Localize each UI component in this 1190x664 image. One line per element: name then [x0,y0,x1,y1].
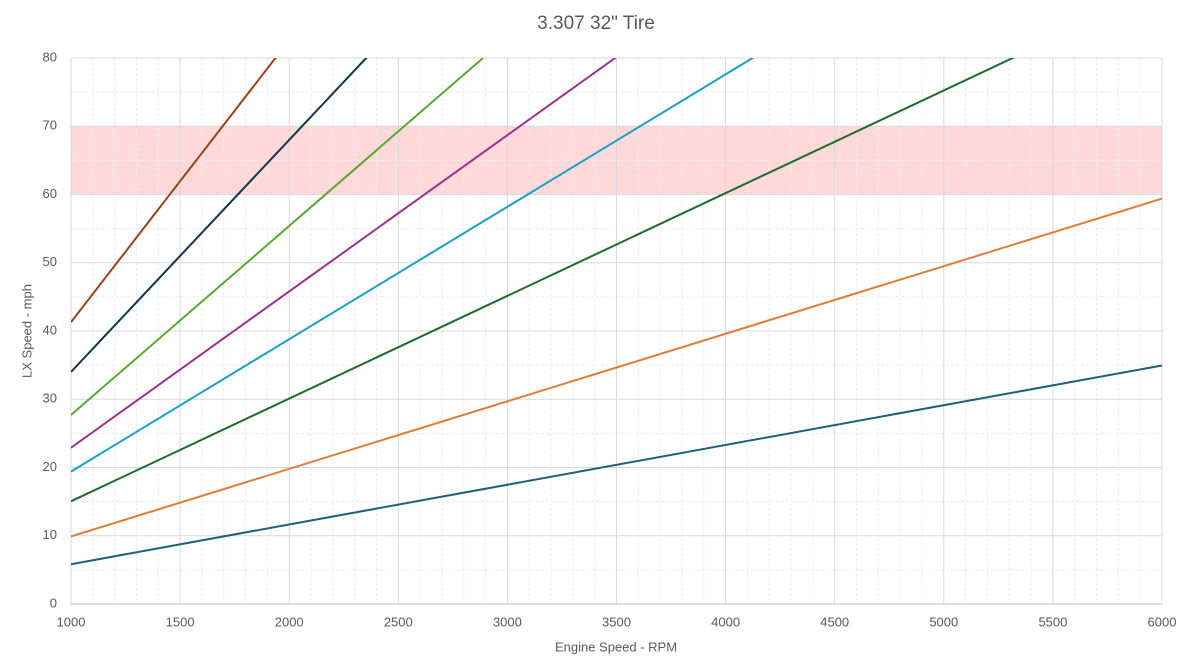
series-line [71,58,277,323]
series-line [71,197,1162,538]
x-tick-label: 1500 [166,614,195,629]
x-tick-label: 4500 [820,614,849,629]
x-tick-label: 1000 [57,614,86,629]
y-axis-label: LX Speed - mph [19,284,34,378]
grid [70,57,1163,605]
x-tick-label: 2000 [275,614,304,629]
y-tick-label: 20 [43,459,57,474]
series-line [71,364,1162,566]
x-tick-label: 6000 [1148,614,1177,629]
y-tick-label: 70 [43,118,57,133]
y-tick-label: 30 [43,391,57,406]
series-line [71,58,368,373]
x-tick-label: 3500 [602,614,631,629]
x-tick-label: 2500 [384,614,413,629]
y-tick-label: 50 [43,254,57,269]
y-tick-label: 0 [50,595,57,610]
lines [71,58,1162,566]
x-tick-label: 4000 [711,614,740,629]
series-line [71,58,755,473]
x-tick-label: 5000 [929,614,958,629]
x-tick-label: 3000 [493,614,522,629]
tick-labels: 1000 1500 2000 2500 3000 3500 4000 4500 5000 5500… [43,49,1177,629]
y-tick-label: 10 [43,527,57,542]
x-axis-label: Engine Speed - RPM [555,639,677,654]
y-tick-label: 80 [43,49,57,64]
series-line [71,58,1016,503]
x-tick-label: 5500 [1038,614,1067,629]
series-line [71,58,485,416]
y-tick-label: 60 [43,186,57,201]
chart-title: 3.307 32" Tire [537,13,655,34]
y-tick-label: 40 [43,322,57,337]
series-line [71,58,617,449]
